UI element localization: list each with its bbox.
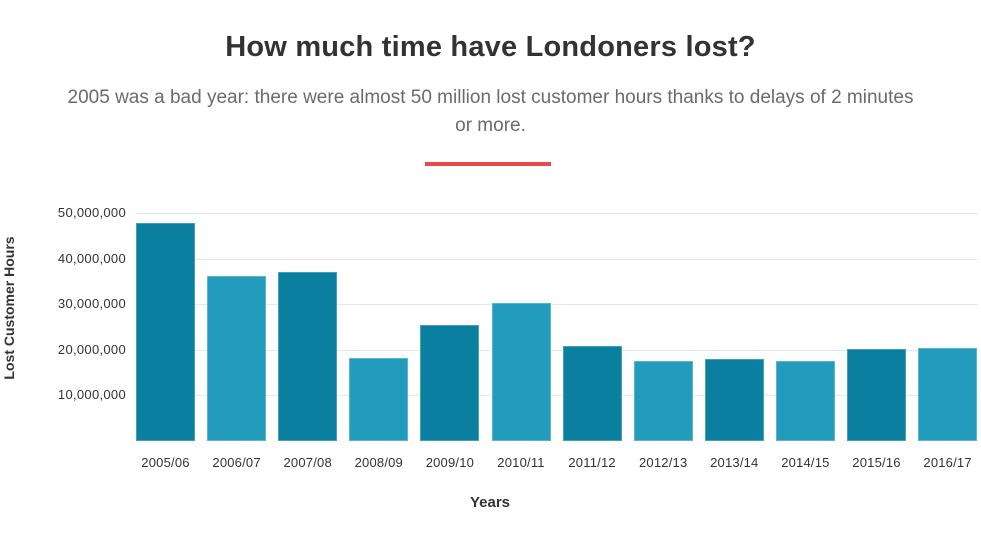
bar-2014-15[interactable]	[775, 361, 835, 441]
gridline	[136, 349, 978, 351]
y-tick-label: 40,000,000	[57, 250, 126, 266]
x-tick-label: 2007/08	[283, 455, 332, 470]
bar-2006-07[interactable]	[207, 276, 267, 441]
accent-divider	[425, 162, 551, 166]
y-tick-label: 30,000,000	[57, 296, 126, 312]
bar-2009-10[interactable]	[420, 325, 480, 441]
y-tick-label: 20,000,000	[57, 341, 126, 357]
bar-2007-08[interactable]	[278, 271, 338, 441]
bar-2008-09[interactable]	[349, 357, 409, 441]
bar-2012-13[interactable]	[633, 361, 693, 441]
gridline	[136, 258, 978, 260]
bar-2016-17[interactable]	[918, 347, 978, 441]
bar-2015-16[interactable]	[847, 348, 906, 441]
x-tick-label: 2014/15	[781, 455, 830, 470]
x-tick-label: 2012/13	[638, 455, 688, 470]
x-axis-label: Years	[469, 494, 511, 511]
bar-2011-12[interactable]	[562, 345, 622, 441]
x-tick-label: 2010/11	[497, 455, 545, 470]
chart-subtitle: 2005 was a bad year: there were almost 5…	[67, 87, 914, 136]
x-tick-label: 2006/07	[212, 455, 261, 470]
y-tick-label: 10,000,000	[57, 387, 126, 403]
x-tick-label: 2011/12	[568, 455, 616, 470]
x-tick-label: 2015/16	[852, 455, 901, 470]
y-axis-label: Lost Customer Hours	[1, 236, 17, 380]
x-tick-label: 2013/14	[710, 455, 759, 470]
bar-2005-06[interactable]	[136, 223, 195, 441]
x-tick-label: 2008/09	[354, 455, 403, 470]
x-tick-label: 2009/10	[425, 455, 475, 470]
x-tick-label: 2005/06	[141, 455, 190, 470]
gridline	[136, 395, 978, 397]
bar-2013-14[interactable]	[704, 358, 764, 441]
chart-title: How much time have Londoners lost?	[225, 31, 756, 63]
y-tick-label: 50,000,000	[57, 205, 126, 220]
gridline	[136, 213, 978, 214]
plot-area	[136, 213, 978, 441]
bar-2010-11[interactable]	[491, 303, 551, 441]
x-tick-label: 2016/17	[923, 455, 972, 470]
gridline	[136, 304, 978, 306]
